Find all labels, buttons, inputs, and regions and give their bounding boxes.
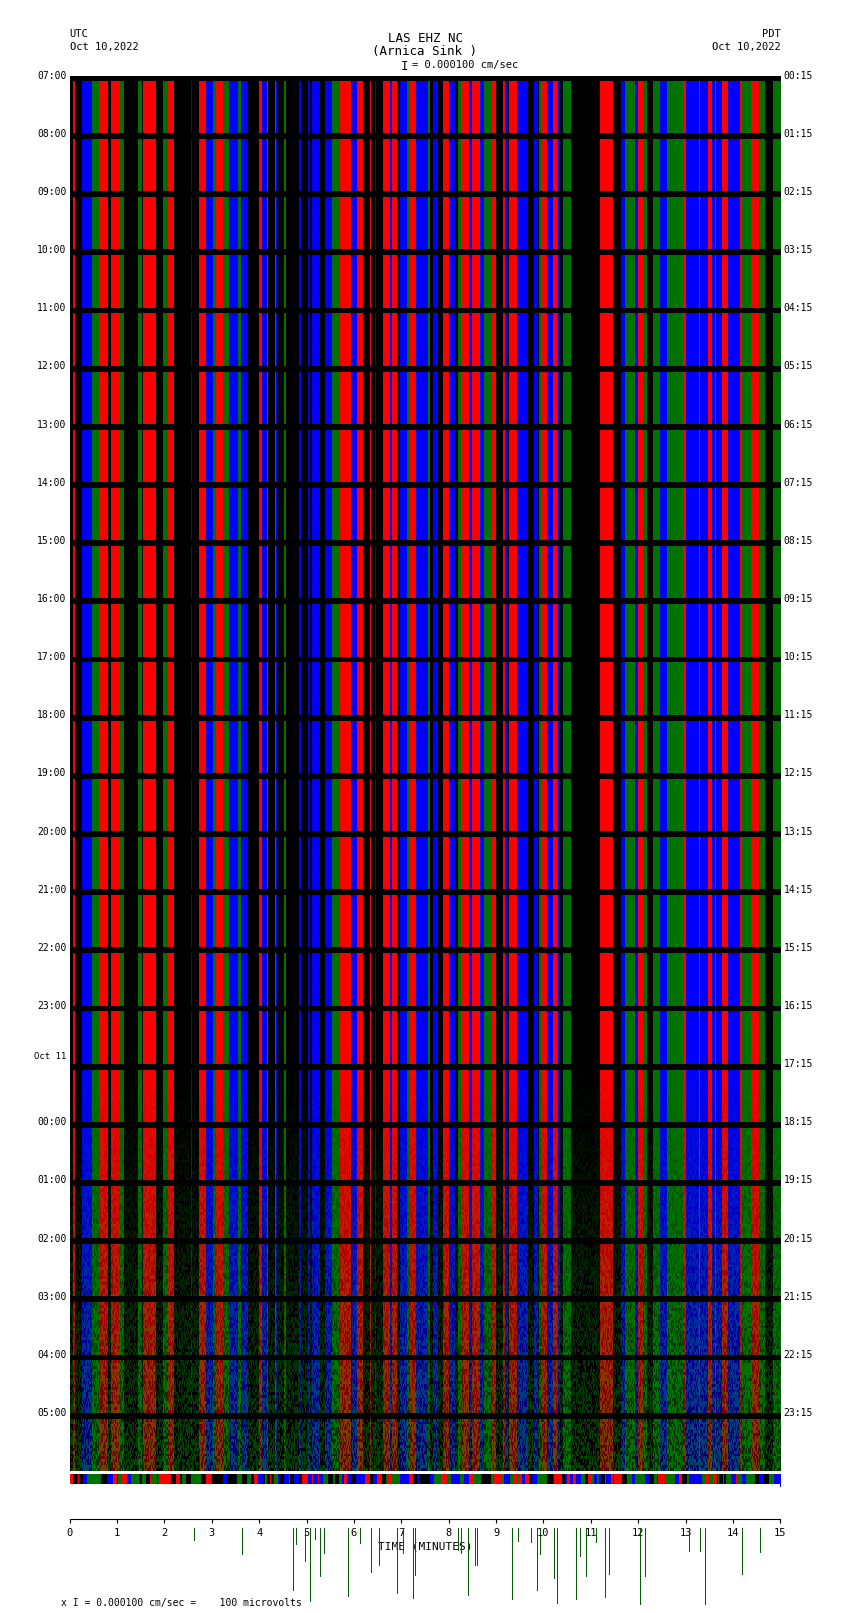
Text: 02:00: 02:00: [37, 1234, 66, 1244]
Text: 20:15: 20:15: [784, 1234, 813, 1244]
Text: 06:15: 06:15: [784, 419, 813, 429]
Text: 01:15: 01:15: [784, 129, 813, 139]
Text: 11:00: 11:00: [37, 303, 66, 313]
Text: 02:15: 02:15: [784, 187, 813, 197]
Text: 09:15: 09:15: [784, 594, 813, 603]
Text: 11:15: 11:15: [784, 710, 813, 721]
Text: 14:15: 14:15: [784, 884, 813, 895]
X-axis label: TIME (MINUTES): TIME (MINUTES): [377, 1542, 473, 1552]
Text: 04:15: 04:15: [784, 303, 813, 313]
Text: 08:15: 08:15: [784, 536, 813, 545]
Text: 23:00: 23:00: [37, 1002, 66, 1011]
Text: Oct 10,2022: Oct 10,2022: [711, 42, 780, 52]
Text: 17:15: 17:15: [784, 1060, 813, 1069]
Text: 15:00: 15:00: [37, 536, 66, 545]
Text: = 0.000100 cm/sec: = 0.000100 cm/sec: [412, 60, 518, 69]
Text: 23:15: 23:15: [784, 1408, 813, 1418]
Text: I: I: [400, 60, 408, 73]
Text: 15:15: 15:15: [784, 944, 813, 953]
Text: 16:00: 16:00: [37, 594, 66, 603]
Text: 18:15: 18:15: [784, 1118, 813, 1127]
Text: (Arnica Sink ): (Arnica Sink ): [372, 45, 478, 58]
Text: 01:00: 01:00: [37, 1176, 66, 1186]
Text: 13:15: 13:15: [784, 826, 813, 837]
Text: 21:15: 21:15: [784, 1292, 813, 1302]
Text: 10:00: 10:00: [37, 245, 66, 255]
Text: 22:15: 22:15: [784, 1350, 813, 1360]
Text: 05:00: 05:00: [37, 1408, 66, 1418]
Text: 13:00: 13:00: [37, 419, 66, 429]
Text: 03:00: 03:00: [37, 1292, 66, 1302]
Text: 05:15: 05:15: [784, 361, 813, 371]
Text: Oct 11: Oct 11: [34, 1052, 66, 1061]
Text: x I = 0.000100 cm/sec =    100 microvolts: x I = 0.000100 cm/sec = 100 microvolts: [61, 1598, 302, 1608]
Text: 04:00: 04:00: [37, 1350, 66, 1360]
Text: 03:15: 03:15: [784, 245, 813, 255]
Text: LAS EHZ NC: LAS EHZ NC: [388, 32, 462, 45]
Text: 07:15: 07:15: [784, 477, 813, 487]
Text: 19:15: 19:15: [784, 1176, 813, 1186]
Text: 09:00: 09:00: [37, 187, 66, 197]
Text: 08:00: 08:00: [37, 129, 66, 139]
Text: 00:00: 00:00: [37, 1118, 66, 1127]
Text: 22:00: 22:00: [37, 944, 66, 953]
Text: 16:15: 16:15: [784, 1002, 813, 1011]
Text: PDT: PDT: [762, 29, 780, 39]
Text: UTC: UTC: [70, 29, 88, 39]
Text: 12:00: 12:00: [37, 361, 66, 371]
Text: 12:15: 12:15: [784, 768, 813, 779]
Text: Oct 10,2022: Oct 10,2022: [70, 42, 139, 52]
Text: 00:15: 00:15: [784, 71, 813, 81]
Text: 21:00: 21:00: [37, 884, 66, 895]
Text: 18:00: 18:00: [37, 710, 66, 721]
Text: 10:15: 10:15: [784, 652, 813, 663]
Text: 20:00: 20:00: [37, 826, 66, 837]
Text: 17:00: 17:00: [37, 652, 66, 663]
Text: 14:00: 14:00: [37, 477, 66, 487]
Text: 19:00: 19:00: [37, 768, 66, 779]
Text: 07:00: 07:00: [37, 71, 66, 81]
